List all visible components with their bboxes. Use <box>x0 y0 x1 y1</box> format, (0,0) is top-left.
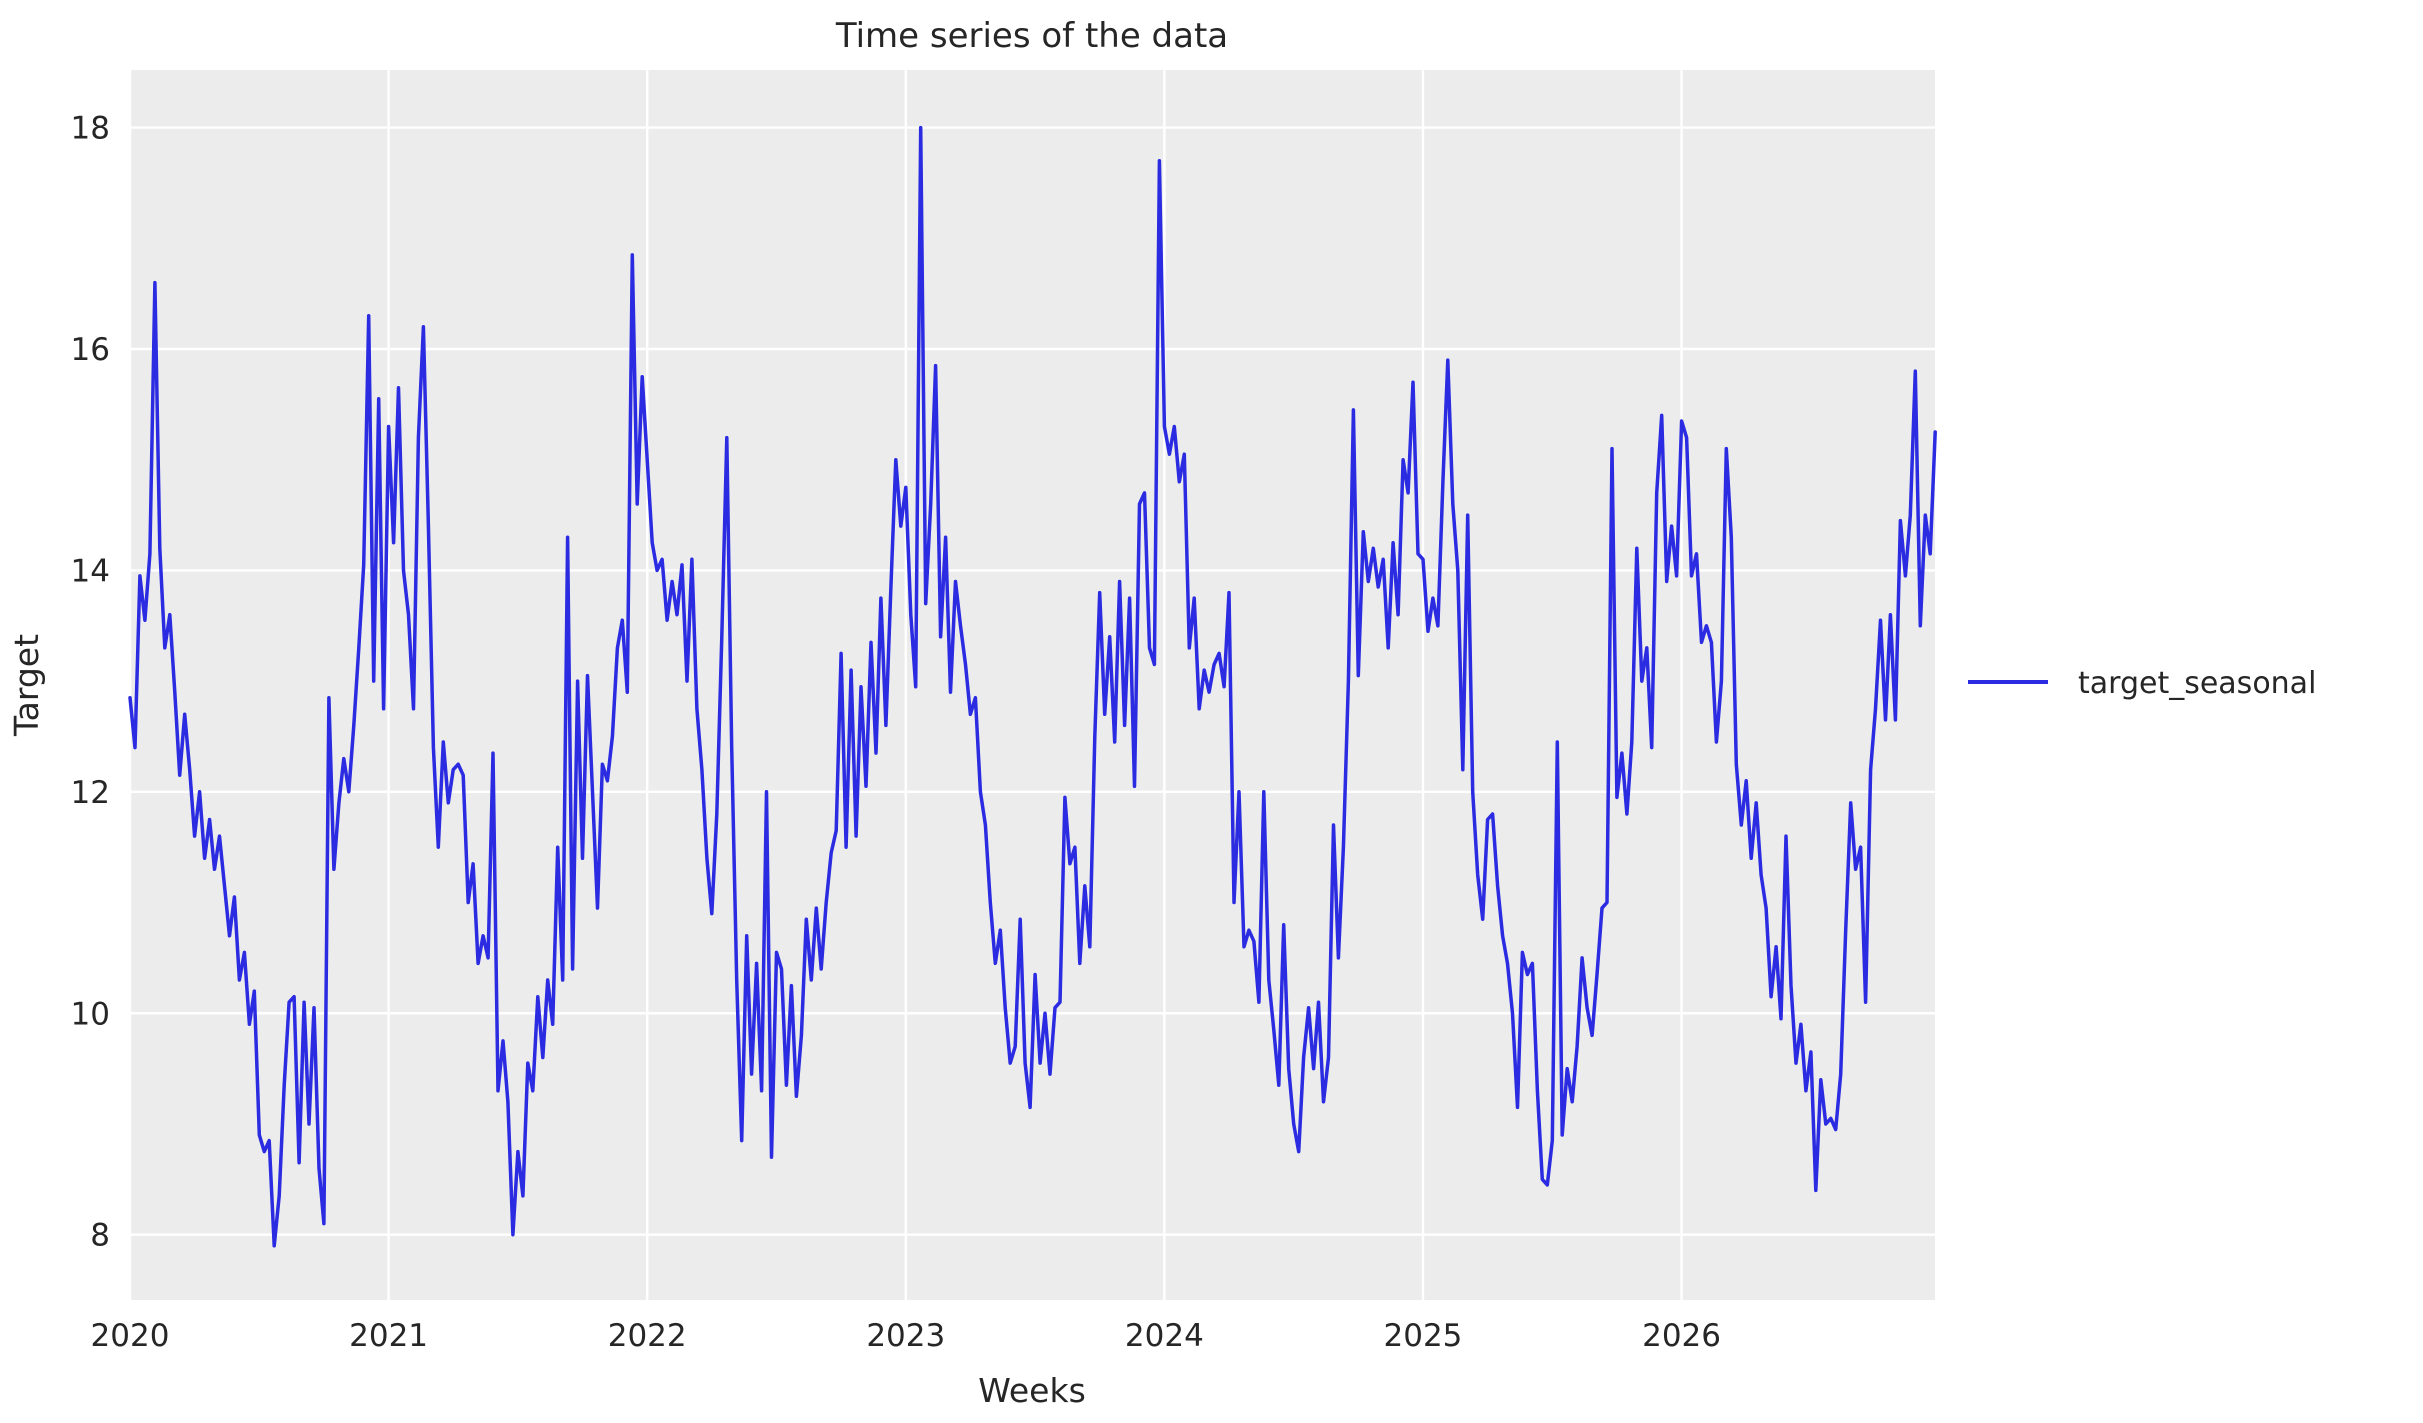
x-tick-label-2026: 2026 <box>1642 1318 1721 1354</box>
x-tick-labels: 2020 2021 2022 2023 2024 2025 2026 <box>91 1318 1721 1354</box>
legend: target_seasonal <box>1968 666 2316 701</box>
series-line-target-seasonal <box>128 125 1937 1248</box>
chart-title: Time series of the data <box>835 16 1228 56</box>
y-tick-label-12: 12 <box>71 775 110 811</box>
x-tick-label-2022: 2022 <box>608 1318 687 1354</box>
y-tick-label-8: 8 <box>90 1218 110 1254</box>
y-tick-label-18: 18 <box>71 111 110 147</box>
y-tick-label-10: 10 <box>71 996 110 1032</box>
legend-label: target_seasonal <box>2078 666 2316 701</box>
y-axis-label: Target <box>7 634 46 737</box>
x-tick-label-2020: 2020 <box>91 1318 170 1354</box>
y-tick-label-16: 16 <box>71 332 110 368</box>
y-tick-label-14: 14 <box>71 553 110 589</box>
x-tick-label-2023: 2023 <box>866 1318 945 1354</box>
y-tick-labels: 8 10 12 14 16 18 <box>71 111 110 1254</box>
x-axis-label: Weeks <box>978 1371 1086 1410</box>
grid-layer <box>128 70 1935 1300</box>
x-tick-label-2024: 2024 <box>1125 1318 1204 1354</box>
x-tick-label-2021: 2021 <box>349 1318 428 1354</box>
x-tick-label-2025: 2025 <box>1384 1318 1463 1354</box>
plot-area <box>130 70 1935 1300</box>
